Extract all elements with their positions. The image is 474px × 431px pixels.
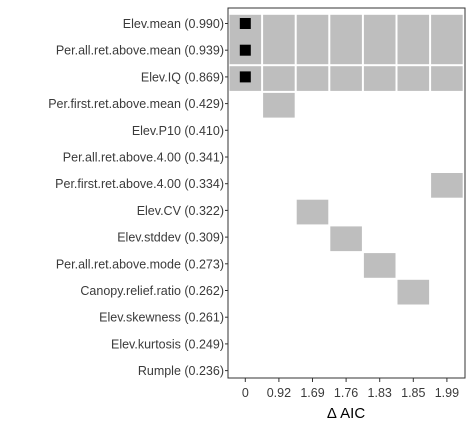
heatmap-cell xyxy=(397,14,430,40)
y-label: Per.all.ret.above.mode (0.273) xyxy=(56,257,224,271)
heatmap-cell xyxy=(431,66,463,91)
heatmap-cell xyxy=(330,66,362,91)
heatmap-cell xyxy=(363,253,396,278)
heatmap-cell xyxy=(363,39,396,65)
y-label: Per.first.ret.above.mean (0.429) xyxy=(48,97,224,111)
heatmap-cells xyxy=(229,14,463,305)
x-axis-label: Δ AIC xyxy=(327,405,366,422)
heatmap-cell xyxy=(363,14,396,40)
heatmap-cell xyxy=(330,226,362,252)
y-label: Canopy.relief.ratio (0.262) xyxy=(80,284,224,298)
heatmap-cell xyxy=(296,66,329,91)
x-tick-label: 1.69 xyxy=(300,386,324,400)
best-model-marker xyxy=(239,18,251,29)
x-tick-label: 0.92 xyxy=(267,386,291,400)
x-axis-ticks: 0 0.92 1.69 1.76 1.83 1.85 1.99 xyxy=(242,378,459,400)
heatmap-cell xyxy=(263,66,295,91)
y-label: Elev.P10 (0.410) xyxy=(132,124,224,138)
x-tick-label: 1.83 xyxy=(368,386,392,400)
y-label: Elev.skewness (0.261) xyxy=(99,311,224,325)
heatmap-cell xyxy=(431,173,463,198)
x-tick-label: 1.85 xyxy=(401,386,425,400)
y-axis-labels: Elev.mean (0.990) Per.all.ret.above.mean … xyxy=(48,17,228,378)
y-label: Elev.kurtosis (0.249) xyxy=(111,337,224,351)
y-label: Elev.IQ (0.869) xyxy=(141,70,224,84)
best-model-marker xyxy=(239,44,251,56)
heatmap-cell xyxy=(431,14,463,40)
heatmap-cell xyxy=(397,39,430,65)
heatmap-cell xyxy=(296,199,329,225)
heatmap-cell xyxy=(263,92,295,118)
y-label: Per.first.ret.above.4.00 (0.334) xyxy=(55,177,224,191)
heatmap-cell xyxy=(330,14,362,40)
x-tick-label: 1.76 xyxy=(334,386,358,400)
x-tick-label: 0 xyxy=(242,386,249,400)
best-model-marker xyxy=(239,71,251,83)
heatmap-cell xyxy=(263,14,295,40)
y-label: Elev.CV (0.322) xyxy=(137,204,224,218)
heatmap-cell xyxy=(431,39,463,65)
heatmap-cell xyxy=(330,39,362,65)
best-model-markers xyxy=(239,18,251,83)
y-label: Per.all.ret.above.mean (0.939) xyxy=(56,44,224,58)
y-label: Rumple (0.236) xyxy=(138,364,224,378)
heatmap-cell xyxy=(296,39,329,65)
heatmap-cell xyxy=(263,39,295,65)
y-label: Elev.stddev (0.309) xyxy=(117,231,224,245)
heatmap-cell xyxy=(397,279,430,305)
y-label: Per.all.ret.above.4.00 (0.341) xyxy=(63,151,224,165)
x-tick-label: 1.99 xyxy=(435,386,459,400)
heatmap-cell xyxy=(397,66,430,91)
heatmap-cell xyxy=(296,14,329,40)
heatmap-cell xyxy=(363,66,396,91)
y-label: Elev.mean (0.990) xyxy=(123,17,224,31)
